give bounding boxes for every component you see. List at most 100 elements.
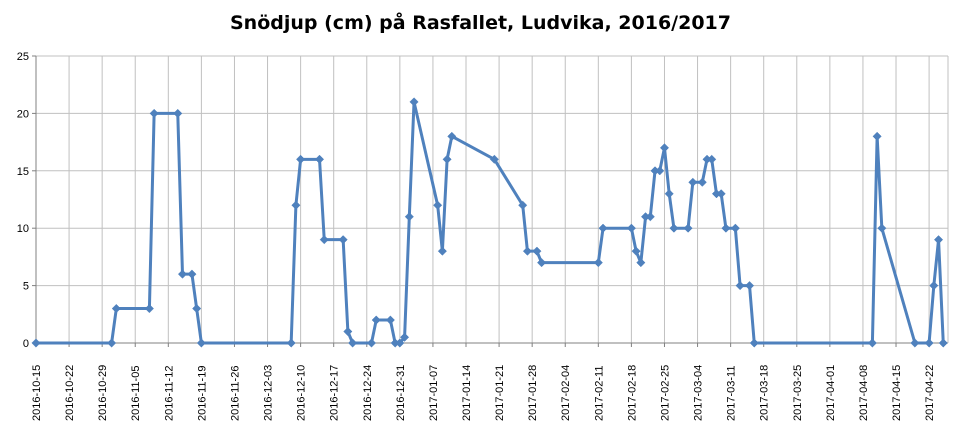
x-tick-label: 2017-01-14: [461, 365, 473, 421]
data-point-marker: [385, 315, 395, 325]
data-point-marker: [348, 338, 358, 348]
y-tick-label: 0: [23, 338, 29, 350]
data-point-marker: [537, 258, 547, 268]
x-tick-label: 2017-02-25: [659, 365, 671, 421]
data-point-marker: [929, 281, 939, 291]
data-point-marker: [877, 223, 887, 233]
data-point-marker: [522, 246, 532, 256]
data-point-marker: [286, 338, 296, 348]
x-tick-label: 2016-12-10: [296, 365, 308, 421]
chart-title: Snödjup (cm) på Rasfallet, Ludvika, 2016…: [230, 12, 731, 34]
x-tick-label: 2017-04-08: [858, 365, 870, 421]
x-tick-label: 2016-10-29: [97, 365, 109, 421]
y-tick-label: 25: [17, 51, 29, 63]
data-point-marker: [744, 281, 755, 291]
x-tick-label: 2017-03-04: [693, 365, 705, 421]
y-tick-label: 10: [17, 223, 29, 235]
data-point-marker: [319, 235, 329, 245]
grid-layer: [35, 55, 949, 344]
x-tick-label: 2017-01-21: [494, 365, 506, 421]
data-point-marker: [730, 223, 740, 233]
data-point-marker: [196, 338, 206, 348]
data-point-marker: [659, 143, 670, 153]
y-tick-label: 15: [17, 166, 29, 178]
data-point-marker: [716, 189, 726, 199]
x-tick-label: 2017-02-11: [593, 366, 605, 421]
data-point-marker: [291, 200, 301, 210]
data-point-marker: [735, 281, 745, 291]
x-tick-label: 2017-04-01: [825, 365, 837, 421]
data-point-marker: [107, 338, 117, 348]
data-point-marker: [532, 246, 542, 256]
axis-layer: 2016-10-15 2016-10-22 2016-10-29 2016-11-05…: [17, 51, 948, 421]
x-tick-label: 2017-01-07: [428, 365, 440, 421]
data-point-marker: [924, 338, 934, 348]
data-point-marker: [631, 246, 641, 256]
data-point-marker: [593, 258, 603, 268]
data-point-marker: [343, 326, 353, 337]
x-tick-label: 2016-11-26: [229, 366, 241, 421]
data-point-marker: [442, 154, 452, 164]
data-point-marker: [664, 189, 674, 199]
data-point-marker: [749, 338, 759, 348]
data-point-marker: [707, 154, 717, 164]
data-point-marker: [296, 154, 306, 164]
x-tick-label: 2016-12-17: [329, 365, 341, 421]
data-point-marker: [144, 304, 154, 314]
data-point-marker: [697, 177, 707, 187]
data-point-marker: [187, 269, 197, 279]
x-tick-label: 2017-03-11: [726, 366, 738, 421]
data-point-marker: [872, 131, 882, 141]
x-tick-label: 2017-03-18: [759, 365, 771, 421]
x-tick-label: 2016-12-24: [362, 365, 374, 421]
data-point-marker: [314, 154, 325, 164]
data-point-marker: [395, 338, 405, 348]
x-tick-label: 2016-10-15: [31, 365, 43, 421]
y-tick-label: 5: [23, 281, 29, 293]
data-point-marker: [626, 223, 636, 233]
data-point-marker: [938, 338, 948, 348]
data-point-marker: [338, 235, 348, 245]
series-line: [34, 100, 945, 345]
data-point-marker: [31, 338, 41, 348]
data-point-marker: [433, 200, 443, 210]
data-point-marker: [645, 212, 655, 222]
data-point-marker: [655, 166, 665, 176]
data-point-marker: [721, 223, 731, 233]
data-point-marker: [400, 332, 410, 342]
x-tick-label: 2016-11-19: [196, 366, 208, 421]
x-tick-label: 2017-04-15: [891, 365, 903, 421]
data-point-marker: [688, 177, 698, 187]
x-tick-label: 2016-12-03: [263, 365, 275, 421]
x-tick-label: 2017-02-04: [560, 365, 572, 421]
data-point-marker: [173, 108, 183, 118]
data-point-marker: [371, 315, 381, 325]
data-point-marker: [683, 223, 693, 233]
data-point-marker: [111, 304, 121, 314]
data-point-marker: [636, 258, 646, 268]
data-point-marker: [518, 200, 528, 210]
x-tick-label: 2016-12-31: [395, 365, 407, 421]
data-point-marker: [910, 338, 920, 348]
x-tick-label: 2017-04-22: [924, 365, 936, 421]
data-point-marker: [409, 97, 419, 107]
data-point-marker: [192, 304, 202, 314]
series-layer: [31, 97, 948, 348]
x-tick-label: 2016-10-22: [64, 365, 76, 421]
data-point-marker: [669, 223, 679, 233]
data-point-marker: [447, 131, 457, 141]
y-tick-label: 20: [17, 108, 29, 120]
data-point-marker: [598, 223, 608, 233]
x-tick-label: 2016-11-05: [130, 366, 142, 421]
data-point-marker: [437, 246, 447, 256]
data-point-marker: [867, 338, 877, 348]
x-tick-label: 2017-03-25: [792, 365, 804, 421]
data-point-marker: [404, 212, 414, 222]
data-point-marker: [177, 269, 188, 279]
x-tick-label: 2016-11-12: [163, 366, 175, 421]
x-tick-label: 2017-02-18: [626, 365, 638, 421]
data-point-marker: [366, 338, 377, 348]
x-tick-label: 2017-01-28: [527, 365, 539, 421]
